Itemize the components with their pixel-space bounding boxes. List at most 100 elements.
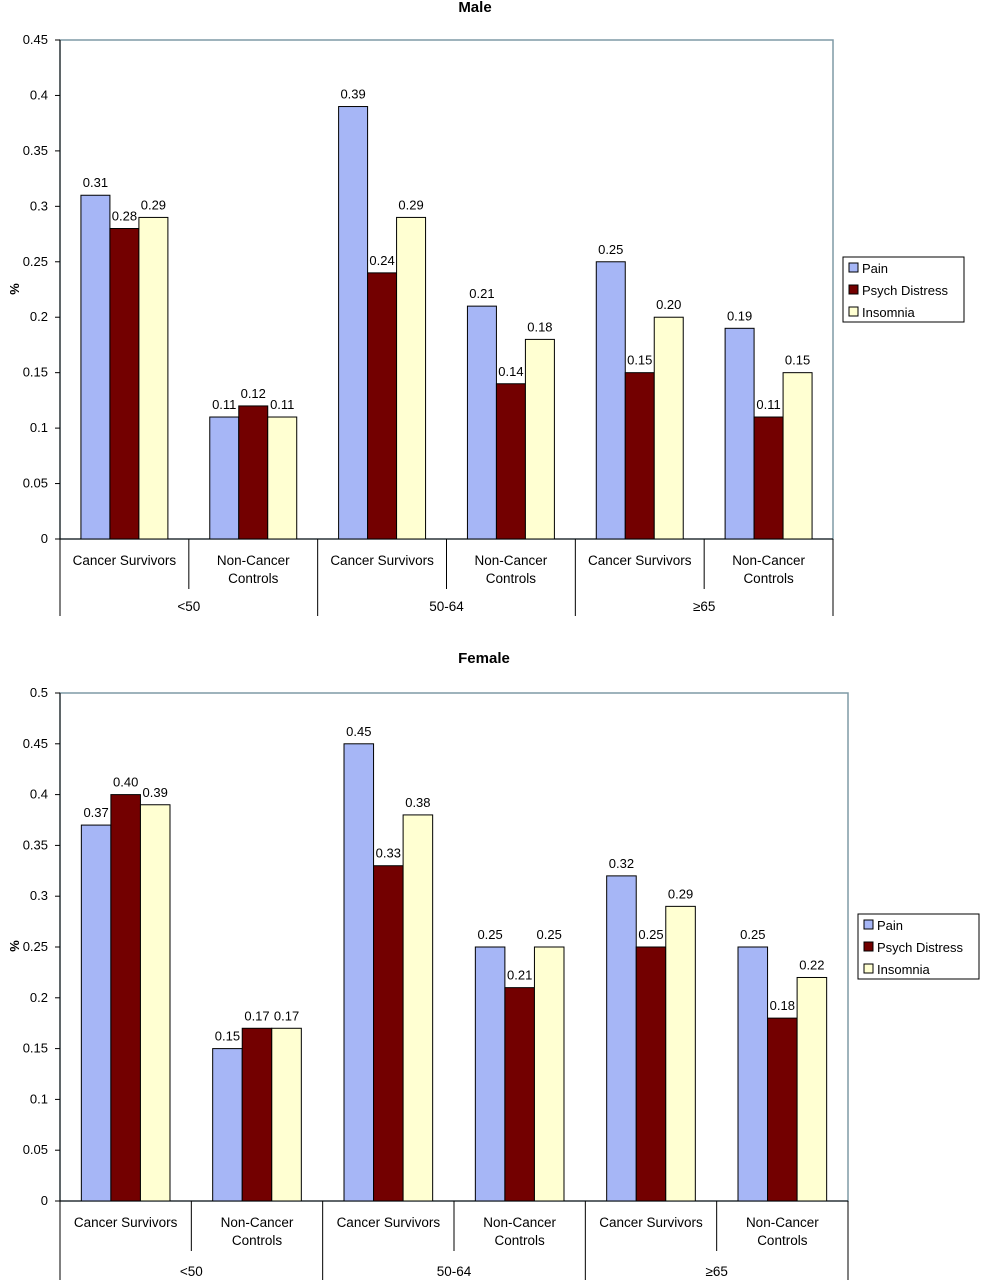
- data-label: 0.15: [215, 1029, 240, 1044]
- y-tick-label: 0.4: [30, 87, 48, 102]
- bar-insomnia: [138, 216, 169, 540]
- y-tick-label: 0.35: [23, 143, 48, 158]
- legend: Pain Psych Distress Insomnia: [857, 913, 980, 980]
- legend-swatch-insomnia: [863, 963, 874, 974]
- bar-insomnia: [653, 316, 684, 540]
- y-tick-label: 0: [41, 1193, 48, 1208]
- bar-psych-distress: [624, 372, 655, 540]
- legend-label-pain: Pain: [877, 918, 903, 933]
- y-tick-label: 0.45: [23, 736, 48, 751]
- chart-male: Male % 0 0.05 0.1 0.15 0.2 0.25 0.3 0.35 0.4 0.45…: [7, 0, 965, 616]
- bar-psych-distress: [635, 946, 667, 1202]
- data-label: 0.22: [799, 957, 824, 972]
- data-label: 0.31: [83, 175, 108, 190]
- bar-insomnia: [665, 905, 696, 1202]
- data-label: 0.25: [537, 927, 562, 942]
- data-labels: 0.31 0.11 0.39 0.21 0.25 0.19 0.28 0.12 0.24 0.14…: [83, 87, 810, 412]
- data-label: 0.29: [668, 886, 693, 901]
- x-category-label: Non-Cancer: [221, 1215, 294, 1230]
- bar-pain: [80, 194, 111, 540]
- bar-psych-distress: [373, 865, 404, 1202]
- bar-insomnia: [402, 814, 434, 1202]
- y-tick-label: 0.3: [30, 888, 48, 903]
- bar-psych-distress: [495, 383, 526, 540]
- bar-pain: [595, 261, 626, 540]
- data-label: 0.11: [212, 397, 236, 412]
- data-label: 0.11: [756, 397, 780, 412]
- y-tick-label: 0.15: [23, 365, 48, 380]
- legend-swatch-pain: [863, 919, 874, 930]
- x-category-label: Controls: [743, 571, 794, 586]
- y-tick-label: 0.1: [30, 1091, 48, 1106]
- data-label: 0.29: [398, 197, 423, 212]
- data-label: 0.25: [477, 927, 502, 942]
- data-label: 0.18: [527, 319, 552, 334]
- data-label: 0.20: [656, 297, 681, 312]
- bar-pain: [724, 327, 755, 540]
- x-category-label: Controls: [495, 1233, 546, 1248]
- data-label: 0.21: [507, 968, 532, 983]
- data-label: 0.32: [609, 856, 634, 871]
- bar-insomnia: [524, 338, 555, 540]
- bar-insomnia: [782, 372, 813, 540]
- x-group-label: <50: [180, 1264, 203, 1279]
- data-label: 0.24: [369, 253, 394, 268]
- data-label: 0.25: [740, 927, 765, 942]
- data-label: 0.15: [785, 353, 810, 368]
- data-label: 0.19: [727, 308, 752, 323]
- legend-swatch-pain: [848, 262, 859, 273]
- x-group-label: ≥65: [693, 599, 715, 614]
- legend-label-insomnia: Insomnia: [862, 305, 916, 320]
- bar-pain: [343, 743, 375, 1202]
- y-tick-label: 0.05: [23, 1142, 48, 1157]
- bar-insomnia: [396, 216, 427, 540]
- y-axis-label: %: [7, 940, 22, 952]
- bar-pain: [737, 946, 769, 1202]
- bar-psych-distress: [753, 416, 784, 540]
- x-category-label: Controls: [228, 571, 279, 586]
- data-label: 0.40: [113, 775, 138, 790]
- bar-insomnia: [796, 976, 828, 1202]
- x-category-label: Non-Cancer: [746, 1215, 819, 1230]
- data-label: 0.15: [627, 353, 652, 368]
- chart-female: Female % 0 0.05 0.1 0.15 0.2 0.25 0.3 0.35 0.4 0.…: [7, 650, 980, 1280]
- data-label: 0.25: [598, 242, 623, 257]
- bar-psych-distress: [241, 1027, 273, 1202]
- legend-box: [857, 913, 980, 980]
- x-axis: Cancer Survivors Non-Cancer Controls Cancer…: [59, 538, 834, 616]
- x-group-label: <50: [177, 599, 200, 614]
- y-tick-label: 0.15: [23, 1041, 48, 1056]
- y-tick-label: 0.2: [30, 990, 48, 1005]
- x-category-label: Cancer Survivors: [73, 553, 177, 568]
- x-category-label: Non-Cancer: [732, 553, 805, 568]
- x-category-label: Cancer Survivors: [337, 1215, 441, 1230]
- legend-label-psych-distress: Psych Distress: [862, 283, 948, 298]
- data-label: 0.18: [770, 998, 795, 1013]
- y-tick-label: 0.5: [30, 685, 48, 700]
- data-label: 0.45: [346, 724, 371, 739]
- x-category-label: Cancer Survivors: [599, 1215, 703, 1230]
- plot-area: [59, 692, 849, 1202]
- x-category-label: Controls: [232, 1233, 283, 1248]
- data-label: 0.17: [274, 1008, 299, 1023]
- y-tick-label: 0: [41, 531, 48, 546]
- x-group-label: 50-64: [437, 1264, 472, 1279]
- bar-insomnia: [139, 804, 171, 1202]
- plot-area: [59, 39, 834, 540]
- legend-swatch-psych-distress: [848, 284, 859, 295]
- data-label: 0.38: [405, 795, 430, 810]
- x-category-label: Controls: [486, 571, 537, 586]
- bar-psych-distress: [504, 987, 535, 1202]
- data-label: 0.29: [141, 197, 166, 212]
- bar-pain: [474, 946, 506, 1202]
- x-category-label: Non-Cancer: [483, 1215, 556, 1230]
- data-label: 0.39: [340, 87, 365, 102]
- data-label: 0.12: [241, 386, 266, 401]
- data-label: 0.21: [469, 286, 494, 301]
- x-category-label: Controls: [757, 1233, 808, 1248]
- bar-pain: [209, 416, 240, 540]
- bar-insomnia: [271, 1027, 302, 1202]
- legend-label-insomnia: Insomnia: [877, 962, 931, 977]
- bar-psych-distress: [767, 1017, 798, 1202]
